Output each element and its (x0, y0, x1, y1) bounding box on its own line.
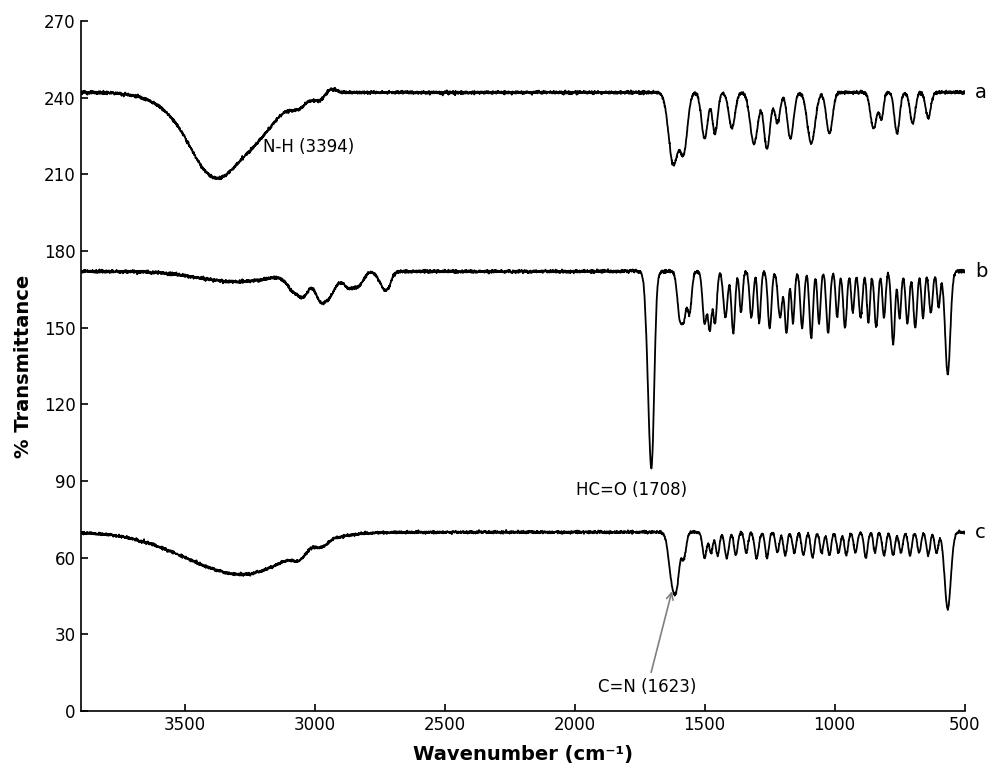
Text: N-H (3394): N-H (3394) (263, 138, 354, 156)
Text: C=N (1623): C=N (1623) (598, 593, 697, 696)
Text: HC=O (1708): HC=O (1708) (576, 481, 687, 499)
X-axis label: Wavenumber (cm⁻¹): Wavenumber (cm⁻¹) (413, 745, 633, 764)
Text: a: a (975, 83, 987, 102)
Y-axis label: % Transmittance: % Transmittance (14, 275, 33, 457)
Text: c: c (975, 523, 986, 541)
Text: b: b (975, 262, 987, 281)
